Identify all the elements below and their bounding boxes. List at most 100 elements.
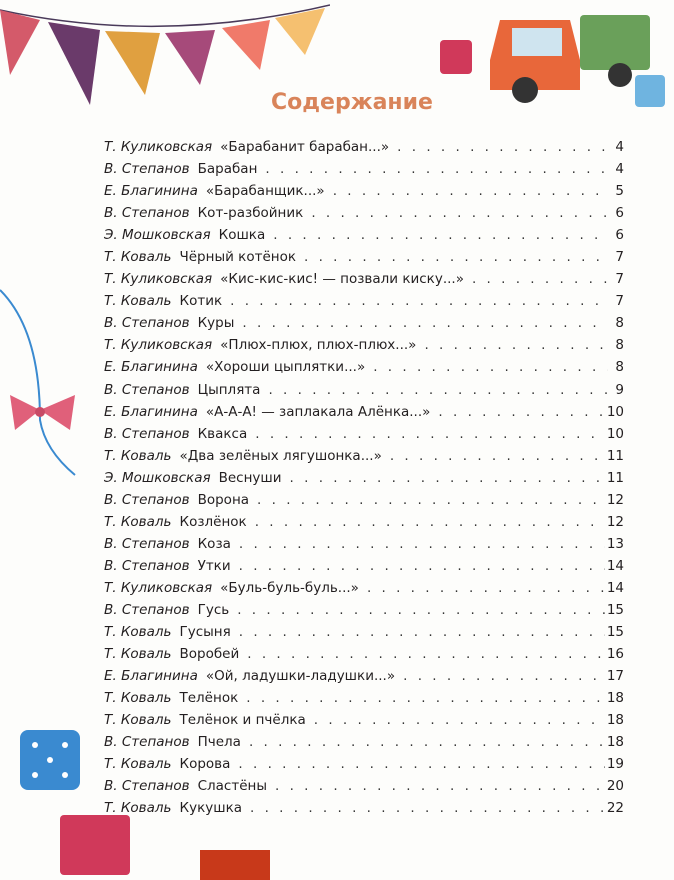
- toc-entry[interactable]: В. Степанов Барабан 4: [104, 161, 624, 183]
- entry-title: Котик: [179, 293, 223, 310]
- toc-entry[interactable]: В. Степанов Гусь 15: [104, 602, 624, 624]
- dot-leader: [239, 536, 605, 552]
- entry-title: Цыплята: [197, 381, 261, 398]
- entry-page-number: 13: [606, 535, 624, 552]
- entry-page-number: 10: [606, 425, 624, 442]
- entry-author: Т. Куликовская: [104, 271, 213, 288]
- entry-title: Гусыня: [179, 624, 231, 641]
- toy-blocks-illustration: [20, 730, 270, 880]
- dot-leader: [268, 382, 608, 398]
- dot-leader: [230, 293, 608, 309]
- entry-page-number: 11: [606, 447, 624, 464]
- entry-title: «Буль-буль-буль...»: [220, 579, 359, 596]
- toc-entry[interactable]: В. Степанов Ворона 12: [104, 492, 624, 514]
- toc-entry[interactable]: Т. Коваль Кукушка 22: [104, 800, 624, 822]
- entry-title: «Кис-кис-кис! — позвали киску...»: [220, 271, 464, 288]
- entry-author: Т. Коваль: [104, 690, 172, 707]
- dot-leader: [239, 558, 605, 574]
- entry-title: «Плюх-плюх, плюх-плюх...»: [220, 337, 417, 354]
- entry-author: Э. Мошковская: [104, 227, 211, 244]
- entry-page-number: 14: [606, 579, 624, 596]
- toc-entry[interactable]: В. Степанов Кот-разбойник 6: [104, 205, 624, 227]
- dot-leader: [314, 712, 605, 728]
- toc-entry[interactable]: Т. Коваль «Два зелёных лягушонка...» 11: [104, 448, 624, 470]
- entry-author: Т. Куликовская: [104, 579, 213, 596]
- entry-title: Кот-разбойник: [197, 205, 304, 222]
- toc-entry[interactable]: Э. Мошковская Веснуши 11: [104, 470, 624, 492]
- entry-page-number: 4: [615, 139, 624, 155]
- toc-entry[interactable]: В. Степанов Коза 13: [104, 536, 624, 558]
- entry-page-number: 22: [606, 800, 624, 817]
- entry-title: Куры: [197, 315, 235, 332]
- ribbon-bow-illustration: [0, 289, 76, 476]
- entry-page-number: 8: [615, 337, 624, 354]
- table-of-contents: Т. Куликовская«Барабанит барабан...»4 В. …: [104, 139, 624, 822]
- entry-title: Гусь: [197, 601, 230, 618]
- entry-page-number: 12: [606, 491, 624, 508]
- entry-title: Ворона: [197, 491, 250, 508]
- entry-author: Е. Благинина: [104, 359, 198, 376]
- dot-leader: [239, 624, 605, 640]
- dot-leader: [275, 778, 605, 794]
- toc-entry[interactable]: Т. Коваль Чёрный котёнок 7: [104, 249, 624, 271]
- page-title: Содержание: [271, 90, 433, 115]
- entry-title: Чёрный котёнок: [179, 249, 297, 266]
- toc-entry[interactable]: Т. Коваль Телёнок 18: [104, 690, 624, 712]
- entry-page-number: 18: [606, 712, 624, 729]
- toc-entry[interactable]: Т. Куликовская «Плюх-плюх, плюх-плюх...» 8: [104, 337, 624, 359]
- entry-author: В. Степанов: [104, 557, 190, 574]
- toc-entry[interactable]: Е. Благинина «Хороши цыплятки...» 8: [104, 359, 624, 381]
- toc-entry[interactable]: Т. Куликовская «Барабанит барабан...» 4: [104, 139, 624, 161]
- entry-page-number: 7: [615, 293, 624, 310]
- dot-leader: [403, 668, 605, 684]
- entry-title: Сластёны: [197, 778, 267, 795]
- entry-author: В. Степанов: [104, 315, 190, 332]
- dot-leader: [333, 183, 608, 199]
- toc-entry[interactable]: Е. Благинина «Ой, ладушки-ладушки...» 17: [104, 668, 624, 690]
- toc-entry[interactable]: Т. Коваль Козлёнок 12: [104, 514, 624, 536]
- toc-entry[interactable]: Т. Коваль Гусыня 15: [104, 624, 624, 646]
- entry-page-number: 4: [615, 161, 624, 178]
- toc-entry[interactable]: Т. Коваль Телёнок и пчёлка 18: [104, 712, 624, 734]
- toc-entry[interactable]: Т. Куликовская «Буль-буль-буль...» 14: [104, 580, 624, 602]
- dot-leader: [438, 404, 604, 420]
- toc-entry[interactable]: В. Степанов Цыплята 9: [104, 382, 624, 404]
- dot-leader: [397, 139, 608, 155]
- entry-author: Е. Благинина: [104, 183, 198, 200]
- entry-author: Т. Коваль: [104, 646, 172, 663]
- bunting-garland-illustration: [0, 4, 330, 105]
- toc-entry[interactable]: В. Степанов Куры 8: [104, 315, 624, 337]
- entry-page-number: 18: [606, 734, 624, 751]
- entry-author: В. Степанов: [104, 778, 190, 795]
- dot-leader: [242, 315, 608, 331]
- entry-title: Телёнок и пчёлка: [179, 712, 306, 729]
- toc-entry[interactable]: В. Степанов Пчела 18: [104, 734, 624, 756]
- toc-entry[interactable]: Э. Мошковская Кошка 6: [104, 227, 624, 249]
- toc-entry[interactable]: В. Степанов Сластёны 20: [104, 778, 624, 800]
- toc-entry[interactable]: В. Степанов Утки 14: [104, 558, 624, 580]
- toc-entry[interactable]: Т. Куликовская «Кис-кис-кис! — позвали ки…: [104, 271, 624, 293]
- toc-entry[interactable]: В. Степанов Квакса 10: [104, 426, 624, 448]
- entry-author: Т. Коваль: [104, 293, 172, 310]
- entry-page-number: 14: [606, 557, 624, 574]
- entry-title: Барабан: [197, 161, 258, 178]
- entry-author: Т. Коваль: [104, 513, 172, 530]
- toc-entry[interactable]: Т. Коваль Котик 7: [104, 293, 624, 315]
- entry-author: В. Степанов: [104, 381, 190, 398]
- entry-author: Т. Коваль: [104, 249, 172, 266]
- toc-entry[interactable]: Т. Коваль Корова 19: [104, 756, 624, 778]
- entry-author: Т. Коваль: [104, 756, 172, 773]
- entry-title: Кошка: [218, 227, 266, 244]
- entry-author: В. Степанов: [104, 425, 190, 442]
- dot-leader: [265, 161, 608, 177]
- toc-entry[interactable]: Т. Коваль Воробей 16: [104, 646, 624, 668]
- dot-leader: [373, 359, 608, 375]
- toc-entry[interactable]: Е. Благинина «Барабанщик...» 5: [104, 183, 624, 205]
- entry-page-number: 6: [615, 205, 624, 222]
- dot-leader: [367, 580, 605, 596]
- entry-page-number: 11: [606, 469, 624, 486]
- dot-leader: [249, 734, 605, 750]
- toc-entry[interactable]: Е. Благинина «А-А-А! — заплакала Алёнка..…: [104, 404, 624, 426]
- dot-leader: [255, 514, 605, 530]
- entry-author: В. Степанов: [104, 734, 190, 751]
